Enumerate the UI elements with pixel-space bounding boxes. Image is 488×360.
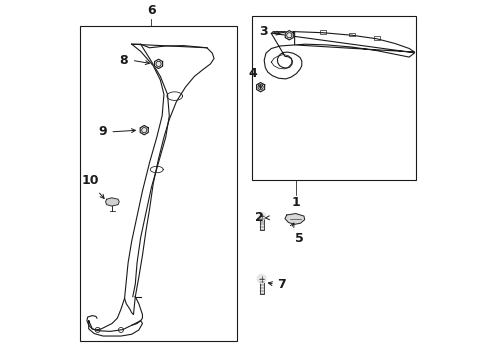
Text: 8: 8 [119,54,128,67]
Text: 7: 7 [276,278,285,291]
Text: 1: 1 [291,196,300,210]
Polygon shape [256,82,264,92]
Bar [259,279,264,294]
Text: 4: 4 [248,67,257,80]
Text: 3: 3 [259,25,267,38]
Polygon shape [105,198,119,206]
Circle shape [257,212,265,220]
Bar [320,30,325,34]
Bar [251,15,415,180]
Bar [80,26,237,341]
Text: 10: 10 [81,175,99,188]
Polygon shape [285,31,293,40]
Polygon shape [140,126,148,135]
Text: 9: 9 [98,125,106,139]
Text: 6: 6 [147,4,155,17]
Polygon shape [285,213,304,224]
Text: 5: 5 [294,232,303,245]
Bar [259,216,264,230]
Bar [348,33,354,36]
Text: 2: 2 [255,211,264,224]
Polygon shape [154,59,162,68]
Circle shape [257,274,266,283]
Bar [373,36,379,40]
